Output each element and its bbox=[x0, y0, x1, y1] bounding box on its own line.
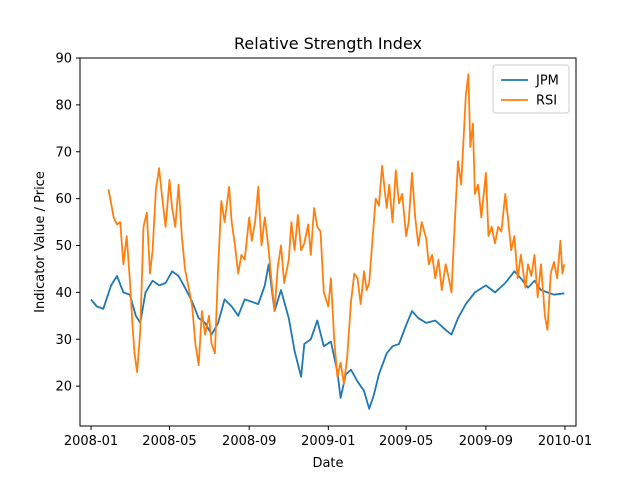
legend-label-rsi: RSI bbox=[536, 94, 557, 109]
series-line-jpm bbox=[90, 263, 565, 410]
x-axis: 2008-01 2008-05 2008-09 2009-01 2009-05 2009-… bbox=[64, 426, 592, 449]
x-tick-label: 2009-01 bbox=[301, 434, 355, 449]
y-tick-label: 20 bbox=[55, 380, 72, 395]
x-tick-label: 2008-05 bbox=[142, 434, 196, 449]
x-tick-label: 2009-05 bbox=[379, 434, 433, 449]
legend-box bbox=[492, 64, 570, 114]
x-axis-label: Date bbox=[312, 456, 343, 471]
x-tick-label: 2008-09 bbox=[222, 434, 276, 449]
plot-area bbox=[90, 73, 566, 410]
x-tick-label: 2008-01 bbox=[64, 434, 118, 449]
y-tick-label: 30 bbox=[55, 333, 72, 348]
y-tick-label: 50 bbox=[55, 239, 72, 254]
chart-title: Relative Strength Index bbox=[234, 34, 422, 53]
legend: JPM RSI bbox=[492, 64, 570, 114]
legend-label-jpm: JPM bbox=[535, 74, 559, 89]
x-tick-label: 2010-01 bbox=[538, 434, 592, 449]
x-tick-label: 2009-09 bbox=[459, 434, 513, 449]
y-tick-label: 70 bbox=[55, 145, 72, 160]
y-tick-label: 60 bbox=[55, 192, 72, 207]
y-tick-label: 40 bbox=[55, 286, 72, 301]
y-tick-label: 90 bbox=[55, 52, 72, 67]
y-axis-label: Indicator Value / Price bbox=[33, 171, 48, 313]
series-line-rsi bbox=[107, 73, 566, 385]
y-tick-label: 80 bbox=[55, 98, 72, 113]
y-axis: 20 30 40 50 60 70 80 90 bbox=[55, 52, 80, 395]
